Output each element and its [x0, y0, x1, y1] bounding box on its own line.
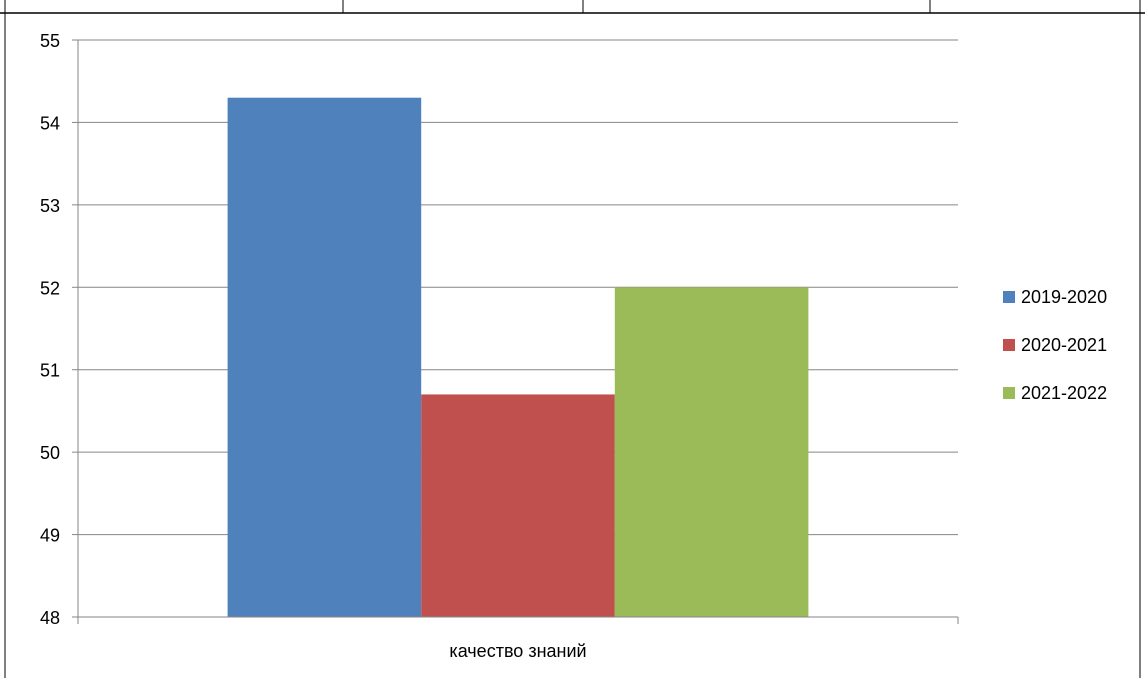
y-tick-label: 50 [40, 443, 60, 463]
legend-label: 2021-2022 [1021, 383, 1107, 403]
y-tick-labels: 48 49 50 51 52 53 54 55 [40, 31, 60, 628]
gridlines [78, 39, 958, 536]
bar [421, 394, 615, 617]
x-category-labels: качество знаний [449, 641, 586, 661]
legend: 2019-2020 2020-2021 2021-2022 [1003, 287, 1107, 403]
y-tick-label: 53 [40, 196, 60, 216]
x-category-label: качество знаний [449, 641, 586, 661]
y-tick-label: 52 [40, 278, 60, 298]
y-tick-label: 51 [40, 361, 60, 381]
bar [614, 287, 809, 617]
axes [72, 39, 959, 624]
legend-swatch [1003, 291, 1015, 303]
y-tick-label: 54 [40, 113, 60, 133]
legend-label: 2019-2020 [1021, 287, 1107, 307]
y-tick-label: 49 [40, 526, 60, 546]
legend-swatch [1003, 339, 1015, 351]
legend-label: 2020-2021 [1021, 335, 1107, 355]
y-tick-label: 55 [40, 31, 60, 51]
bars [227, 97, 809, 617]
legend-swatch [1003, 387, 1015, 399]
y-tick-label: 48 [40, 608, 60, 628]
bar [227, 97, 422, 617]
